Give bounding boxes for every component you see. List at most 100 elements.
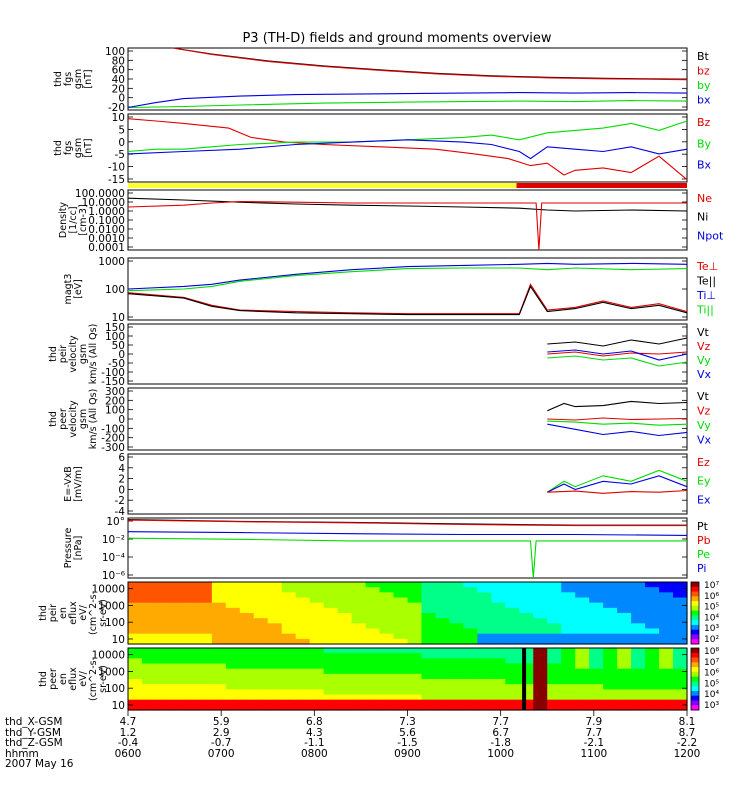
heatmap-cell xyxy=(365,689,381,696)
heatmap-cell xyxy=(547,638,562,645)
heatmap-cell xyxy=(155,628,171,635)
heatmap-cell xyxy=(379,628,395,635)
heatmap-cell xyxy=(505,602,520,609)
heatmap-cell xyxy=(351,633,367,640)
heatmap-cell xyxy=(239,618,255,624)
heatmap-cell xyxy=(351,597,367,604)
heatmap-cell xyxy=(239,628,255,635)
heatmap-cell xyxy=(211,663,227,670)
heatmap-cell xyxy=(393,623,409,630)
legend-entry: bx xyxy=(697,94,711,107)
colorbar-tick-label: 10⁵ xyxy=(704,603,719,613)
heatmap-cell xyxy=(281,618,297,624)
heatmap-cell xyxy=(309,633,325,640)
heatmap-cell xyxy=(435,592,451,599)
heatmap-cell xyxy=(491,699,506,706)
heatmap-cell xyxy=(253,704,269,711)
y-tick-label: 0.0010 xyxy=(88,233,125,245)
heatmap-cell xyxy=(589,592,604,599)
heatmap-cell xyxy=(267,587,283,593)
heatmap-cell xyxy=(477,689,492,696)
heatmap-cell xyxy=(365,633,381,640)
heatmap-cell xyxy=(407,623,423,630)
heatmap-cell xyxy=(533,602,548,609)
heatmap-cell xyxy=(617,648,632,654)
heatmap-cell xyxy=(225,582,241,588)
heatmap-cell xyxy=(547,648,562,654)
heatmap-cell xyxy=(449,597,464,604)
heatmap-cell xyxy=(197,623,213,630)
heatmap-cell xyxy=(673,587,688,593)
heatmap-cell xyxy=(323,602,339,609)
heatmap-cell xyxy=(603,658,618,665)
heatmap-cell xyxy=(477,679,492,685)
heatmap-cell xyxy=(407,592,423,599)
heatmap-cell xyxy=(603,607,618,614)
heatmap-cell xyxy=(477,653,492,659)
heatmap-cell xyxy=(561,689,576,696)
heatmap-cell xyxy=(267,663,283,670)
heatmap-cell xyxy=(267,679,283,685)
heatmap-cell xyxy=(673,582,688,588)
heatmap-cell xyxy=(239,658,255,665)
y-axis-label: thd peer en eflux eV/(cm^2-s-sr-eV) xyxy=(38,657,109,701)
heatmap-cell xyxy=(141,679,157,685)
heatmap-cell xyxy=(435,648,451,654)
heatmap-cell xyxy=(673,679,688,685)
heatmap-cell xyxy=(561,587,576,593)
heatmap-cell xyxy=(155,704,171,711)
heatmap-cell xyxy=(491,592,506,599)
heatmap-cell xyxy=(211,607,227,614)
heatmap-cell xyxy=(393,638,409,645)
heatmap-cell xyxy=(645,663,660,670)
series-line-Vt-peer_velocity xyxy=(547,400,688,412)
legend-entry: Ni xyxy=(697,211,708,224)
series-line-Vx-peer_velocity xyxy=(547,423,688,437)
heatmap-cell xyxy=(519,673,534,680)
heatmap-cell xyxy=(183,684,199,690)
heatmap-cell xyxy=(379,679,395,685)
heatmap-cell xyxy=(239,607,255,614)
heatmap-cell xyxy=(337,653,353,659)
heatmap-cell xyxy=(239,653,255,659)
y-label-line: peer xyxy=(48,668,59,690)
heatmap-cell xyxy=(169,592,185,599)
heatmap-cell xyxy=(379,582,395,588)
heatmap-cell xyxy=(197,592,213,599)
y-tick-label: 0 xyxy=(118,93,125,105)
heatmap-cell xyxy=(617,663,632,670)
heatmap-cell xyxy=(295,633,311,640)
y-tick-label: 0 xyxy=(118,414,125,426)
y-label-line: peir xyxy=(48,604,59,623)
y-tick-label: 100 xyxy=(105,617,125,629)
panel-frame xyxy=(127,387,688,451)
heatmap-cell xyxy=(128,618,143,624)
heatmap-cell xyxy=(491,648,506,654)
heatmap-cell xyxy=(519,582,534,588)
heatmap-cell xyxy=(673,648,688,654)
y-tick-label: 200 xyxy=(105,395,125,407)
heatmap-cell xyxy=(155,699,171,706)
y-label-line: Density xyxy=(58,202,69,238)
heatmap-cell xyxy=(183,582,199,588)
heatmap-cell xyxy=(547,587,562,593)
y-label-line: (cm^2-s- xyxy=(88,657,99,701)
heatmap-cell xyxy=(365,613,381,619)
heatmap-cell xyxy=(533,623,548,630)
legend-entry: Pe xyxy=(697,548,710,561)
heatmap-cell xyxy=(183,602,199,609)
heatmap-cell xyxy=(617,684,632,690)
heatmap-cell xyxy=(225,704,241,711)
heatmap-cell xyxy=(295,673,311,680)
heatmap-cell xyxy=(323,704,339,711)
heatmap-cell xyxy=(645,607,660,614)
colorbar-segment xyxy=(691,652,699,659)
heatmap-cell xyxy=(281,582,297,588)
heatmap-cell xyxy=(183,638,199,645)
heatmap-cell xyxy=(393,684,409,690)
heatmap-cell xyxy=(197,694,213,701)
heatmap-cell xyxy=(477,607,492,614)
heatmap-cell xyxy=(645,668,660,675)
heatmap-cell xyxy=(295,587,311,593)
